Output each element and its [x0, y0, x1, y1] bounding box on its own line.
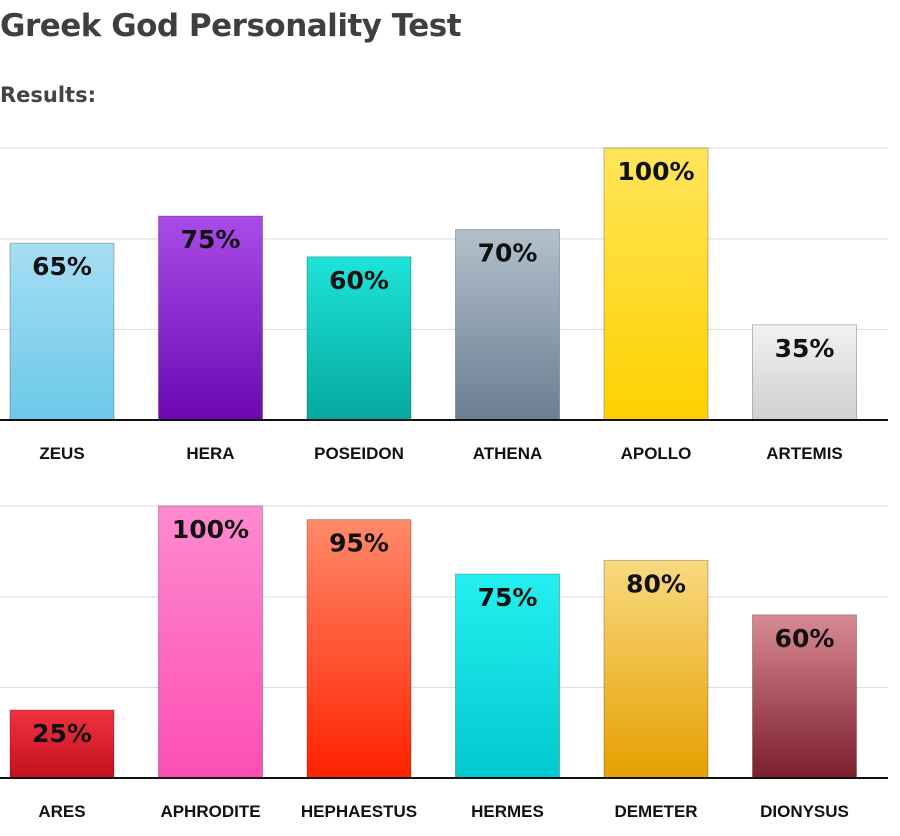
- category-label-poseidon: POSEIDON: [314, 444, 404, 463]
- value-label-hephaestus: 95%: [329, 529, 389, 558]
- category-label-hera: HERA: [186, 444, 234, 463]
- category-label-dionysus: DIONYSUS: [760, 802, 849, 821]
- value-label-ares: 25%: [32, 719, 92, 748]
- value-label-dionysus: 60%: [775, 624, 835, 653]
- bar-aphrodite: [158, 505, 263, 779]
- category-label-hermes: HERMES: [471, 802, 544, 821]
- value-label-hera: 75%: [181, 225, 241, 254]
- category-label-apollo: APOLLO: [621, 444, 692, 463]
- page-title: Greek God Personality Test: [0, 8, 462, 44]
- category-label-ares: ARES: [38, 802, 85, 821]
- category-label-aphrodite: APHRODITE: [160, 802, 260, 821]
- chart-top: 65% ZEUS 75% HERA 60% POSEIDON 70% ATHENA 100% AP…: [0, 147, 888, 463]
- category-label-demeter: DEMETER: [614, 802, 697, 821]
- value-label-zeus: 65%: [32, 252, 92, 281]
- bar-zeus: [9, 242, 115, 421]
- value-label-hermes: 75%: [478, 583, 538, 612]
- value-label-apollo: 100%: [617, 157, 694, 186]
- bar-dionysus: [752, 614, 857, 779]
- category-label-zeus: ZEUS: [39, 444, 84, 463]
- value-label-demeter: 80%: [626, 569, 686, 598]
- bar-hephaestus: [306, 519, 412, 779]
- results-heading: Results:: [0, 83, 96, 107]
- category-label-athena: ATHENA: [473, 444, 543, 463]
- bar-apollo: [603, 147, 709, 421]
- chart-bottom: 25% ARES 100% APHRODITE 95% HEPHAESTUS 75% HERM…: [0, 505, 888, 821]
- category-label-hephaestus: HEPHAESTUS: [301, 802, 417, 821]
- value-label-artemis: 35%: [775, 334, 835, 363]
- bar-demeter: [603, 559, 709, 779]
- bar-hermes: [455, 573, 560, 779]
- value-label-aphrodite: 100%: [172, 515, 249, 544]
- category-label-artemis: ARTEMIS: [766, 444, 843, 463]
- value-label-poseidon: 60%: [329, 266, 389, 295]
- value-label-athena: 70%: [478, 239, 538, 268]
